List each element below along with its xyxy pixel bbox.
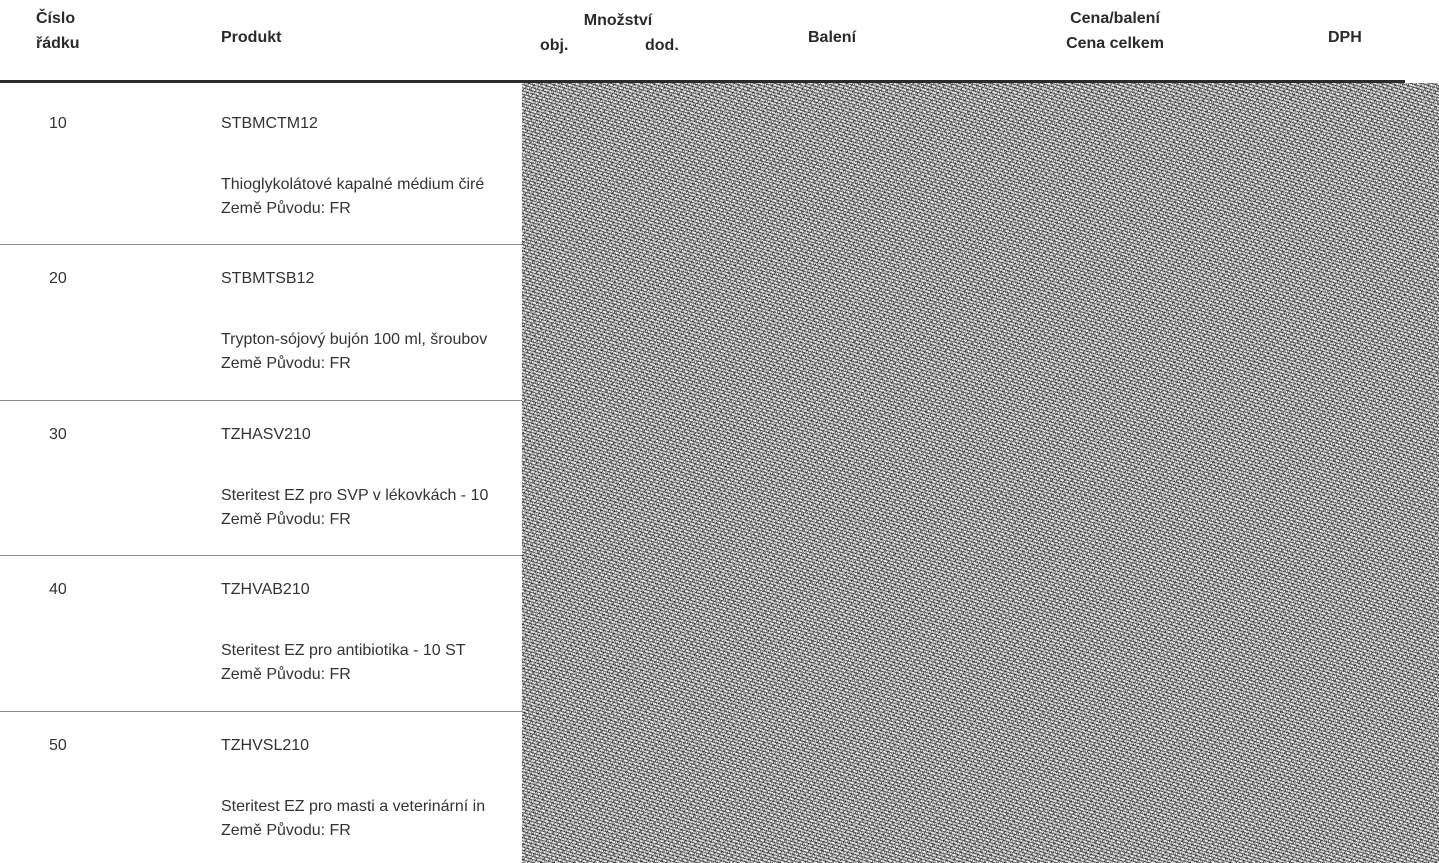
line-no: 30 [49, 426, 67, 443]
redaction-noise-overlay [522, 83, 1439, 863]
product-code: TZHASV210 [221, 426, 311, 443]
header-line-no-1: Číslo [36, 10, 76, 27]
header-qty-delivered: dod. [645, 37, 679, 54]
product-description: Steritest EZ pro masti a veterinární in [221, 798, 486, 815]
country-of-origin: Země Původu: FR [221, 666, 351, 683]
header-vat: DPH [1328, 29, 1362, 46]
header-line-no-2: řádku [36, 35, 80, 52]
country-of-origin: Země Původu: FR [221, 822, 351, 839]
header-quantity: Množství [583, 12, 653, 29]
country-of-origin: Země Původu: FR [221, 355, 351, 372]
product-code: TZHVSL210 [221, 737, 310, 754]
product-description: Steritest EZ pro SVP v lékovkách - 10 [221, 487, 489, 504]
line-no: 20 [49, 270, 67, 287]
header-qty-ordered: obj. [540, 37, 569, 54]
country-of-origin: Země Původu: FR [221, 200, 351, 217]
product-code: STBMTSB12 [221, 270, 315, 287]
header-package: Balení [808, 29, 857, 46]
row-separator [0, 244, 530, 245]
header-product: Produkt [221, 29, 282, 46]
country-of-origin: Země Původu: FR [221, 511, 351, 528]
line-no: 50 [49, 737, 67, 754]
product-description: Thioglykolátové kapalné médium čiré [221, 176, 485, 193]
header-line-no: Číslo řádku [36, 8, 80, 55]
header-rule [0, 80, 1405, 83]
product-code: STBMCTM12 [221, 115, 318, 132]
header-price-total: Cena celkem [1066, 35, 1164, 52]
row-separator [0, 400, 530, 401]
product-description: Steritest EZ pro antibiotika - 10 ST [221, 642, 466, 659]
header-price-per-package: Cena/balení [1070, 10, 1160, 27]
line-no: 40 [49, 581, 67, 598]
line-no: 10 [49, 115, 67, 132]
row-separator [0, 711, 530, 712]
header-price: Cena/balení Cena celkem [1040, 8, 1190, 55]
row-separator [0, 555, 530, 556]
product-code: TZHVAB210 [221, 581, 310, 598]
product-description: Trypton-sójový bujón 100 ml, šroubov [221, 331, 488, 348]
